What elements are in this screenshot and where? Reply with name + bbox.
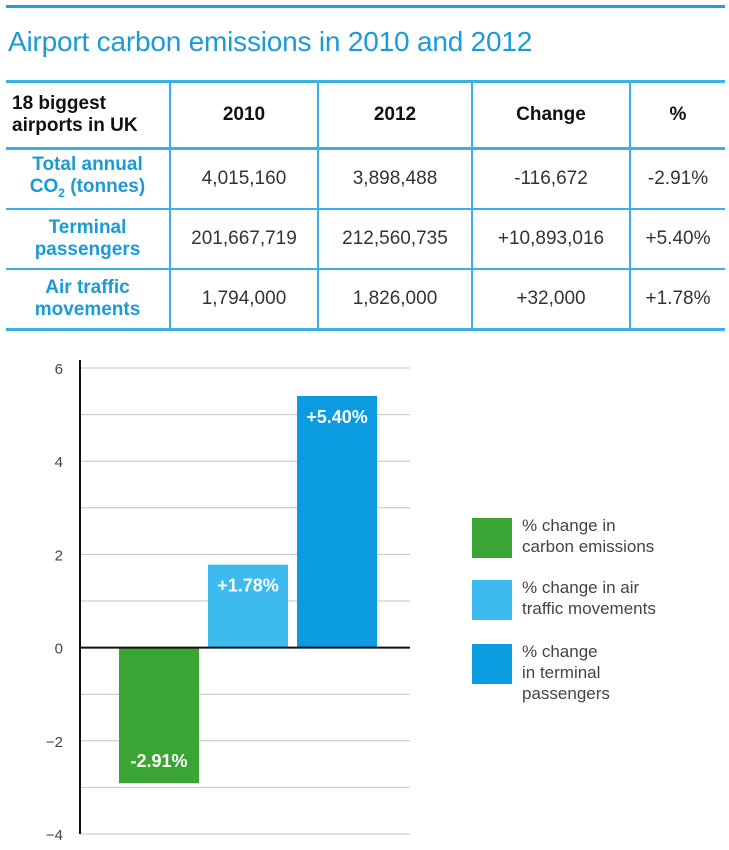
legend-swatch-air-traffic bbox=[472, 580, 512, 620]
bar-data-label: +5.40% bbox=[306, 407, 368, 427]
row-label-passengers: Terminal passengers bbox=[6, 208, 171, 270]
table-cell: 1,794,000 bbox=[169, 268, 319, 331]
y-tick-label: −2 bbox=[46, 734, 63, 751]
y-tick-label: −4 bbox=[46, 827, 63, 844]
row-label-movements: Air traffic movements bbox=[6, 268, 171, 331]
table-cell: -116,672 bbox=[471, 147, 631, 210]
y-tick-label: 4 bbox=[55, 454, 63, 471]
table-cell: -2.91% bbox=[629, 147, 725, 210]
y-tick-label: 0 bbox=[55, 641, 63, 658]
legend-swatch-carbon bbox=[472, 518, 512, 558]
table-cell: 4,015,160 bbox=[169, 147, 319, 210]
legend-swatch-passengers bbox=[472, 644, 512, 684]
bar-data-label: -2.91% bbox=[130, 751, 187, 771]
column-header-2012: 2012 bbox=[317, 80, 473, 150]
bar bbox=[297, 395, 377, 648]
table-cell: 201,667,719 bbox=[169, 208, 319, 270]
page-title: Airport carbon emissions in 2010 and 201… bbox=[8, 26, 533, 57]
table-cell: 3,898,488 bbox=[317, 147, 473, 210]
bar-data-label: +1.78% bbox=[217, 576, 279, 596]
table-cell: 212,560,735 bbox=[317, 208, 473, 270]
top-rule bbox=[6, 5, 725, 8]
table-row: Total annual CO2 (tonnes) 4,015,160 3,89… bbox=[6, 147, 725, 210]
table-header-row: 18 biggest airports in UK 2010 2012 Chan… bbox=[6, 80, 725, 150]
column-header-change: Change bbox=[471, 80, 631, 150]
table-cell: 1,826,000 bbox=[317, 268, 473, 331]
bar-chart: 6 4 2 0 −2 −4 -2.91% +1.78% +5.40% bbox=[46, 360, 410, 844]
bar bbox=[119, 647, 199, 784]
emissions-table: 18 biggest airports in UK 2010 2012 Chan… bbox=[6, 80, 725, 331]
y-tick-label: 2 bbox=[55, 547, 63, 564]
column-header-2010: 2010 bbox=[169, 80, 319, 150]
table-cell: +10,893,016 bbox=[471, 208, 631, 270]
bar bbox=[208, 564, 288, 648]
table-cell: +5.40% bbox=[629, 208, 725, 270]
row-label-co2: Total annual CO2 (tonnes) bbox=[6, 147, 171, 210]
table-corner-header: 18 biggest airports in UK bbox=[6, 80, 171, 150]
table-cell: +1.78% bbox=[629, 268, 725, 331]
table-row: Air traffic movements 1,794,000 1,826,00… bbox=[6, 268, 725, 331]
table-cell: +32,000 bbox=[471, 268, 631, 331]
column-header-percent: % bbox=[629, 80, 725, 150]
table-row: Terminal passengers 201,667,719 212,560,… bbox=[6, 208, 725, 270]
y-tick-label: 6 bbox=[55, 361, 63, 378]
